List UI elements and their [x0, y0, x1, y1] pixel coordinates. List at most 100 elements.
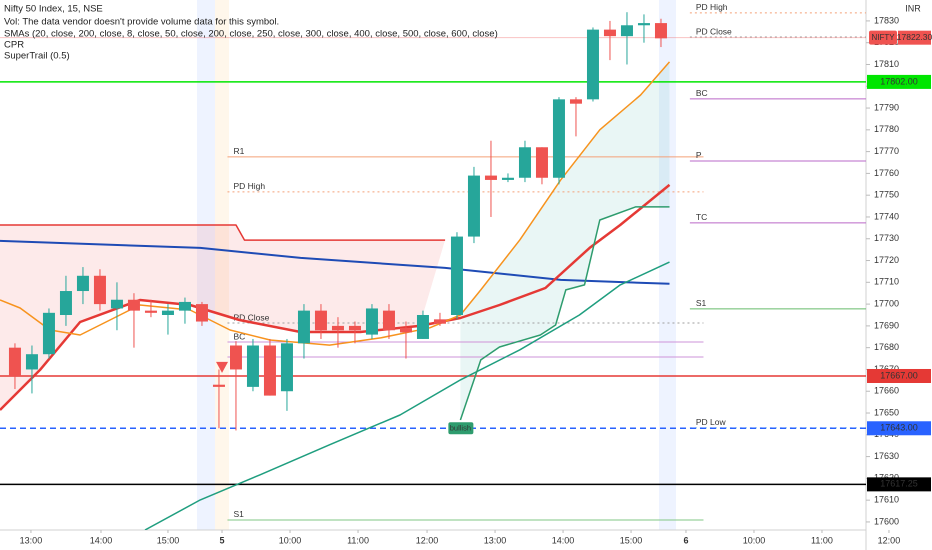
candle-body [518, 147, 531, 178]
candle-body [552, 99, 565, 178]
candle-body [76, 275, 89, 292]
candle-body [501, 177, 514, 180]
candle-body [25, 354, 38, 370]
x-tick-label: 10:00 [279, 535, 302, 545]
candle-body [93, 275, 106, 305]
fill-area [460, 61, 670, 420]
candle-body [637, 23, 650, 26]
candle-body [654, 23, 667, 39]
candle-body [467, 175, 480, 237]
candle-body [161, 310, 174, 315]
level-label: R1 [233, 146, 244, 156]
y-tick-label: 17680 [874, 342, 899, 352]
symbol-label: NIFTY [871, 33, 895, 42]
y-tick-label: 17690 [874, 320, 899, 330]
x-tick-label: 12:00 [878, 535, 901, 545]
plot-area: R1 PD High PD Close BC S1 PD High PD Close BC P T… [0, 2, 866, 530]
candle-body [263, 345, 276, 396]
x-tick-label: 15:00 [620, 535, 643, 545]
symbol-box [869, 30, 897, 45]
fill-area [0, 225, 446, 410]
level-label: BC [233, 331, 245, 341]
y-tick-label: 17780 [874, 124, 899, 134]
level-label: S1 [233, 509, 244, 519]
price-box-label: 17667.00 [880, 370, 918, 380]
x-tick-label: 14:00 [90, 535, 113, 545]
x-tick-label: 5 [220, 535, 225, 545]
candle-body [314, 310, 327, 331]
x-tick-label: 11:00 [347, 535, 369, 545]
candle-body [246, 345, 259, 387]
price-box [867, 368, 931, 383]
last-price-box [898, 30, 931, 45]
price-box [867, 477, 931, 492]
annotation-box [448, 422, 474, 435]
y-tick-label: 17700 [874, 298, 899, 308]
candle-body [586, 29, 599, 100]
header-line: SMAs (20, close, 200, close, 8, close, 5… [4, 29, 498, 40]
level-label: S1 [696, 298, 707, 308]
y-tick-label: 17740 [874, 211, 899, 221]
candle-body [110, 299, 123, 309]
y-tick-label: 17600 [874, 516, 899, 526]
level-label: P [696, 150, 702, 160]
candle-body [280, 343, 293, 392]
y-tick-label: 17710 [874, 277, 899, 287]
candle-body [144, 310, 157, 313]
candle-body [569, 99, 582, 104]
y-tick-label: 17670 [874, 364, 899, 374]
y-tick-label: 17790 [874, 102, 899, 112]
x-tick-label: 15:00 [157, 535, 180, 545]
price-box [867, 74, 931, 89]
y-tick-label: 17720 [874, 255, 899, 265]
level-label: TC [696, 212, 707, 222]
y-tick-label: 17610 [874, 495, 899, 505]
x-tick-label: 13:00 [484, 535, 507, 545]
candle-body [59, 291, 72, 315]
session-band [659, 0, 676, 530]
x-tick-label: 13:00 [20, 535, 43, 545]
y-tick-label: 17730 [874, 233, 899, 243]
price-box-label: 17802.00 [880, 76, 918, 86]
price-box-label: 17617.25 [880, 479, 918, 489]
indicator-line [144, 261, 670, 530]
level-label: PD Close [696, 26, 732, 36]
axes: 1760017610176201763017640176501766017670… [20, 15, 932, 545]
session-band [197, 0, 215, 530]
level-label: PD High [696, 2, 728, 12]
candle-body [382, 310, 395, 331]
candle-body [484, 175, 497, 180]
level-label: PD High [233, 181, 265, 191]
price-box [867, 421, 931, 436]
candle-body [229, 345, 242, 370]
indicator-line [0, 61, 671, 346]
y-tick-label: 17770 [874, 146, 899, 156]
x-tick-label: 6 [683, 535, 688, 545]
candle-body [8, 347, 21, 376]
candle-body [535, 147, 548, 178]
price-box-label: 17643.00 [880, 423, 918, 433]
candle-body [331, 325, 344, 331]
indicator-line [0, 183, 671, 411]
candle-body [348, 325, 361, 331]
y-tick-label: 17650 [874, 407, 899, 417]
header-line: Nifty 50 Index, 15, NSE [4, 4, 103, 15]
x-tick-label: 14:00 [552, 535, 575, 545]
x-tick-label: 12:00 [416, 535, 439, 545]
y-tick-label: 17750 [874, 190, 899, 200]
candle-body [195, 304, 208, 322]
candle-body [433, 319, 446, 324]
indicator-line [0, 239, 670, 285]
candle-body [365, 308, 378, 335]
candle-body [399, 328, 412, 333]
candle-body [603, 29, 616, 37]
legend: Nifty 50 Index, 15, NSE Vol: The data ve… [4, 3, 921, 61]
candle-body [42, 312, 55, 355]
header-line: SuperTrail (0.5) [4, 51, 70, 62]
y-tick-label: 17830 [874, 15, 899, 25]
indicator-line [459, 206, 670, 421]
header-line: CPR [4, 40, 24, 51]
level-label: BC [696, 88, 708, 98]
